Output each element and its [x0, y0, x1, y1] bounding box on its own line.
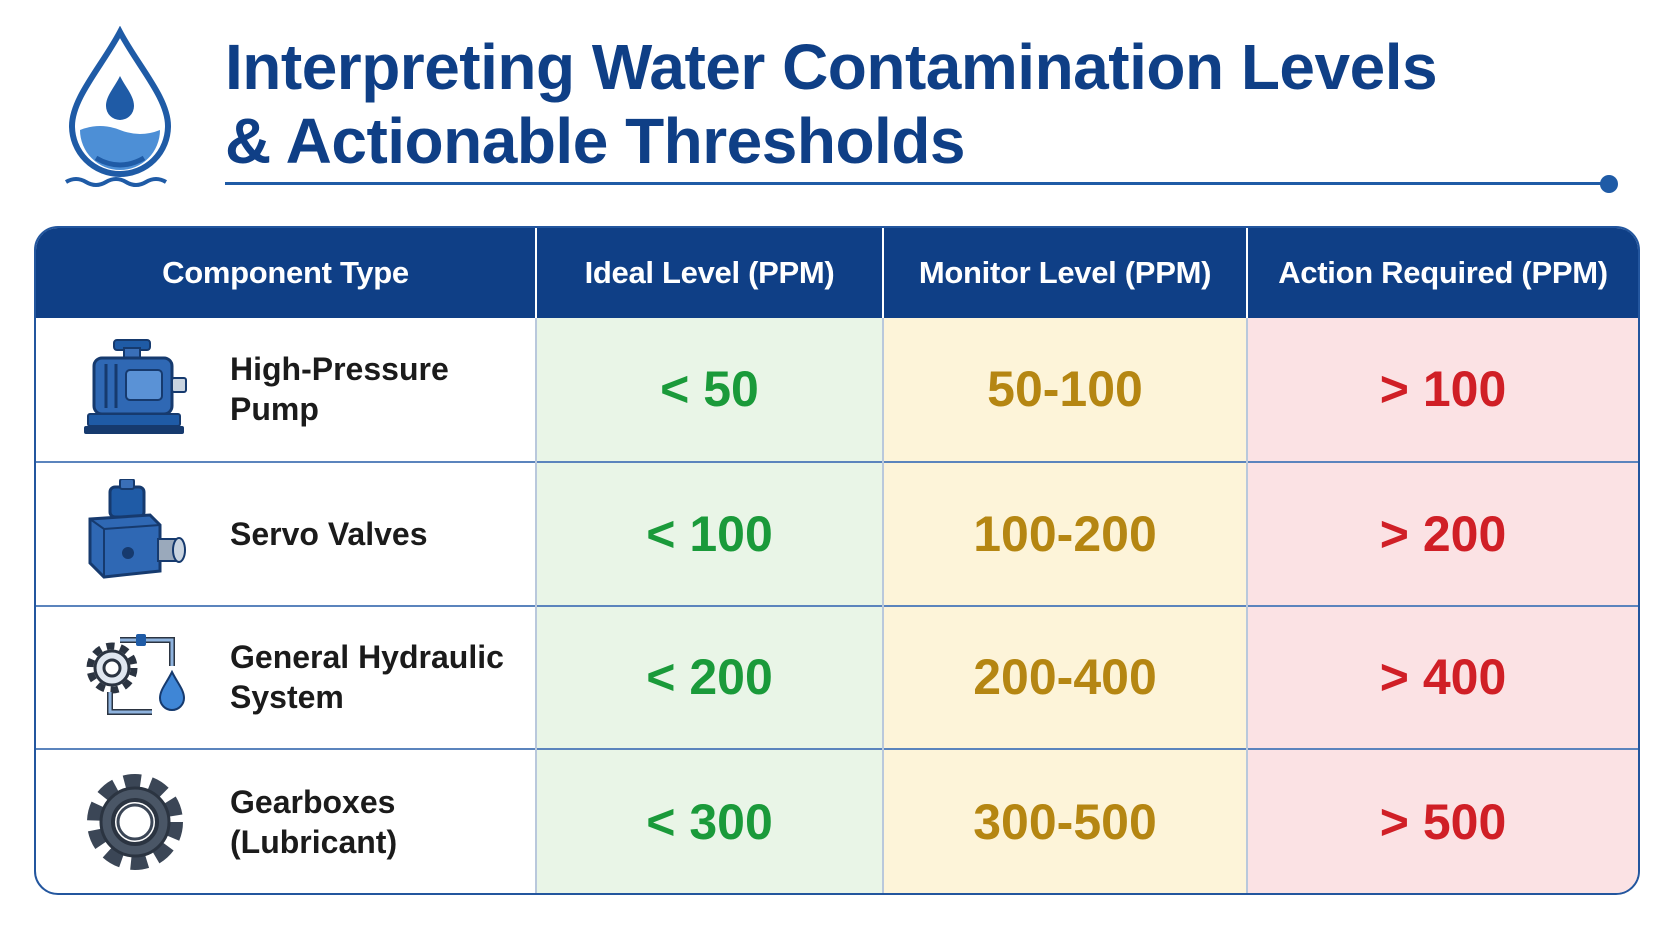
ideal-level-cell: < 100	[535, 460, 883, 606]
ideal-level-cell: < 300	[535, 748, 883, 893]
component-name: Gearboxes (Lubricant)	[230, 783, 398, 860]
column-header-action: Action Required (PPM)	[1246, 228, 1638, 318]
table-row: Servo Valves < 100 100-200 > 200	[36, 460, 1638, 606]
title-divider	[225, 182, 1610, 185]
monitor-level-cell: 50-100	[882, 318, 1247, 462]
component-cell: Servo Valves	[36, 460, 536, 606]
action-level-cell: > 400	[1246, 604, 1638, 750]
monitor-level-cell: 200-400	[882, 604, 1247, 750]
page-header: Interpreting Water Contamination Levels …	[0, 0, 1672, 200]
component-cell: General Hydraulic System	[36, 604, 536, 750]
table-row: Gearboxes (Lubricant) < 300 300-500 > 50…	[36, 748, 1638, 893]
monitor-level-cell: 100-200	[882, 460, 1247, 606]
component-cell: High-Pressure Pump	[36, 318, 536, 462]
title-line-2: & Actionable Thresholds	[225, 105, 966, 177]
thresholds-table: Component Type Ideal Level (PPM) Monitor…	[34, 226, 1640, 895]
action-level-cell: > 200	[1246, 460, 1638, 606]
action-level-cell: > 500	[1246, 748, 1638, 893]
monitor-level-cell: 300-500	[882, 748, 1247, 893]
component-name: High-Pressure Pump	[230, 351, 449, 428]
ideal-level-cell: < 200	[535, 604, 883, 750]
component-name: Servo Valves	[230, 515, 428, 552]
title-line-1: Interpreting Water Contamination Levels	[225, 31, 1438, 103]
valve-icon	[88, 478, 186, 579]
table-row: High-Pressure Pump < 50 50-100 > 100	[36, 318, 1638, 462]
column-header-component: Component Type	[162, 255, 409, 290]
hydraulic-system-icon	[86, 634, 186, 716]
title-divider-dot	[1600, 175, 1618, 193]
ideal-level-cell: < 50	[535, 318, 883, 462]
column-header-ideal: Ideal Level (PPM)	[535, 228, 883, 318]
table-row: General Hydraulic System < 200 200-400 >…	[36, 604, 1638, 750]
action-level-cell: > 100	[1246, 318, 1638, 462]
table-header-row: Component Type Ideal Level (PPM) Monitor…	[36, 228, 1638, 318]
component-cell: Gearboxes (Lubricant)	[36, 748, 536, 893]
page-title: Interpreting Water Contamination Levels …	[225, 30, 1438, 178]
water-drop-icon	[64, 26, 172, 187]
pump-icon	[84, 339, 187, 435]
gear-icon	[87, 773, 183, 870]
component-name: General Hydraulic System	[230, 639, 504, 716]
column-header-monitor: Monitor Level (PPM)	[882, 228, 1247, 318]
